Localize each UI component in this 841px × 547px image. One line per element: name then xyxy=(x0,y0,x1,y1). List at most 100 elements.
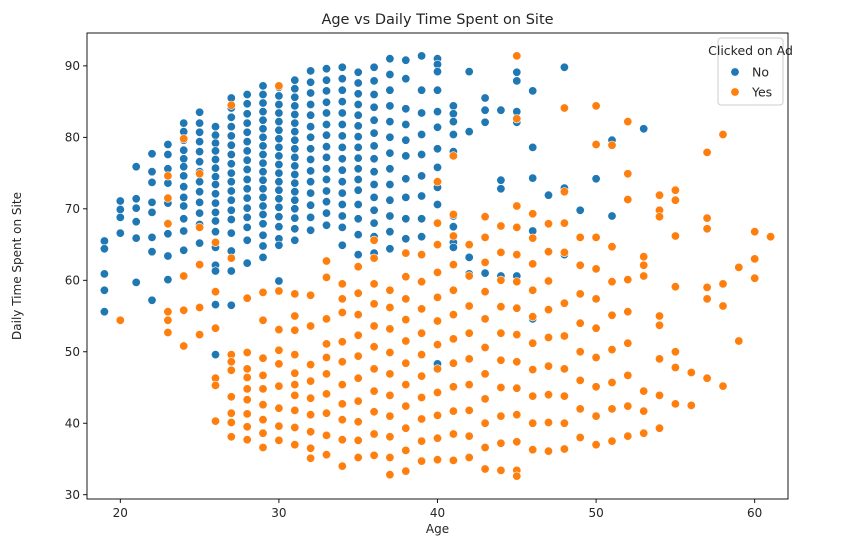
data-point xyxy=(353,153,363,163)
data-point xyxy=(464,405,474,415)
data-point xyxy=(512,410,522,420)
data-point xyxy=(258,90,268,100)
data-point xyxy=(258,370,268,380)
data-point xyxy=(654,354,664,364)
data-point xyxy=(432,177,442,187)
data-point xyxy=(480,369,490,379)
data-point xyxy=(211,122,221,132)
data-point xyxy=(306,376,316,386)
data-point xyxy=(528,312,538,322)
data-point xyxy=(353,310,363,320)
data-point xyxy=(369,141,379,151)
data-point xyxy=(306,188,316,198)
data-point xyxy=(179,214,189,224)
data-point xyxy=(242,118,252,128)
data-point xyxy=(115,212,125,222)
data-point xyxy=(432,316,442,326)
data-point xyxy=(226,432,236,442)
data-point xyxy=(528,142,538,152)
data-point xyxy=(417,371,427,381)
data-point xyxy=(337,74,347,84)
data-point xyxy=(226,266,236,276)
data-point xyxy=(321,64,331,74)
data-point xyxy=(242,409,252,419)
data-point xyxy=(480,394,490,404)
data-point xyxy=(274,160,284,170)
data-point xyxy=(337,177,347,187)
data-point xyxy=(718,301,728,311)
data-point xyxy=(258,132,268,142)
data-point xyxy=(448,406,458,416)
data-point xyxy=(432,410,442,420)
data-point xyxy=(543,361,553,371)
data-point xyxy=(321,197,331,207)
data-point xyxy=(369,180,379,190)
data-point xyxy=(369,342,379,352)
data-point xyxy=(226,228,236,238)
data-point xyxy=(226,150,236,160)
data-point xyxy=(274,381,284,391)
data-point xyxy=(528,209,538,219)
data-point xyxy=(306,66,316,76)
data-point xyxy=(528,285,538,295)
data-point xyxy=(369,167,379,177)
data-point xyxy=(432,122,442,132)
data-point xyxy=(401,423,411,433)
data-point xyxy=(99,244,109,254)
data-point xyxy=(432,85,442,95)
data-point xyxy=(591,440,601,450)
data-point xyxy=(353,417,363,427)
data-point xyxy=(226,195,236,205)
data-point xyxy=(306,200,316,210)
y-axis: 30 40 50 60 70 80 90 xyxy=(65,59,87,502)
data-point xyxy=(195,197,205,207)
data-point xyxy=(147,149,157,159)
data-point xyxy=(369,154,379,164)
data-point xyxy=(195,137,205,147)
data-point xyxy=(306,77,316,87)
data-point xyxy=(353,435,363,445)
data-point xyxy=(401,315,411,325)
data-point xyxy=(654,311,664,321)
data-point xyxy=(306,177,316,187)
data-point xyxy=(353,250,363,260)
data-point xyxy=(290,213,300,223)
data-point xyxy=(274,108,284,118)
data-point xyxy=(258,107,268,117)
data-point xyxy=(369,364,379,374)
data-point xyxy=(290,92,300,102)
data-point xyxy=(274,325,284,335)
data-point xyxy=(448,130,458,140)
data-point xyxy=(670,399,680,409)
data-point xyxy=(242,422,252,432)
data-point xyxy=(242,90,252,100)
data-point xyxy=(99,236,109,246)
data-point xyxy=(163,315,173,325)
data-point xyxy=(211,350,221,360)
data-point xyxy=(274,403,284,413)
data-point xyxy=(607,377,617,387)
data-point xyxy=(274,117,284,127)
data-point xyxy=(496,411,506,421)
data-point xyxy=(417,232,427,242)
data-point xyxy=(385,211,395,221)
data-point xyxy=(448,285,458,295)
data-point xyxy=(321,220,331,230)
data-point xyxy=(591,174,601,184)
data-point xyxy=(290,178,300,188)
data-point xyxy=(448,210,458,220)
data-point xyxy=(195,107,205,117)
data-point xyxy=(607,242,617,252)
data-point xyxy=(369,279,379,289)
data-point xyxy=(559,418,569,428)
data-point xyxy=(575,347,585,357)
data-point xyxy=(306,166,316,176)
data-point xyxy=(369,115,379,125)
data-point xyxy=(274,345,284,355)
data-point xyxy=(559,218,569,228)
data-point xyxy=(353,396,363,406)
data-point xyxy=(321,142,331,152)
y-axis-label: Daily Time Spent on Site xyxy=(10,192,24,340)
data-point xyxy=(211,155,221,165)
data-point xyxy=(226,365,236,375)
